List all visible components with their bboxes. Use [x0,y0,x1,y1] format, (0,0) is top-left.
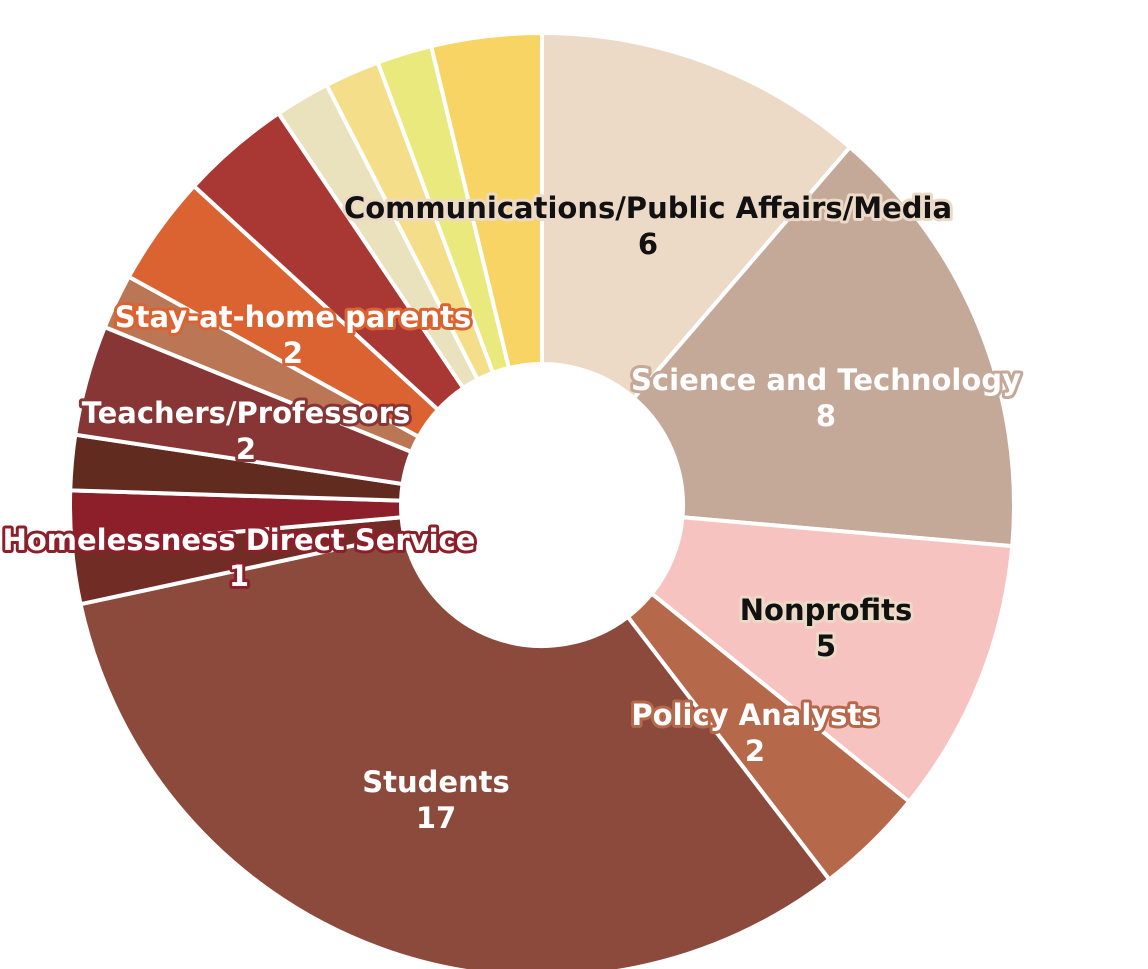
slice-value-students: 17 [416,801,456,835]
slice-label-teachers-professors: Teachers/Professors [82,396,411,430]
slice-label-students: Students [362,765,510,799]
slice-nonprofits [648,515,1015,805]
slice-value-homelessness-direct-service: 1 [229,559,249,593]
slice-communications-public-affairs-media [540,30,853,401]
slice-label-policy-analysts: Policy Analysts [631,698,878,732]
slice-value-policy-analysts: 2 [745,734,765,768]
slice-science-and-technology [631,144,1016,549]
slice-label-science-and-technology: Science and Technology [631,363,1021,397]
slice-label-stay-at-home-parents: Stay-at-home parents [115,300,471,334]
slice-label-homelessness-direct-service: Homelessness Direct Service [3,523,476,557]
slice-value-nonprofits: 5 [816,629,836,663]
slice-value-communications-public-affairs-media: 6 [638,227,658,261]
slice-students [78,532,833,969]
slice-value-stay-at-home-parents: 2 [283,336,303,370]
slice-value-teachers-professors: 2 [236,432,256,466]
slice-label-communications-public-affairs-media: Communications/Public Affairs/Media [344,191,952,225]
slice-unlabeled-15 [428,30,544,371]
slice-label-nonprofits: Nonprofits [740,593,912,627]
slice-value-science-and-technology: 8 [816,399,836,433]
slices-layer [68,30,1016,969]
